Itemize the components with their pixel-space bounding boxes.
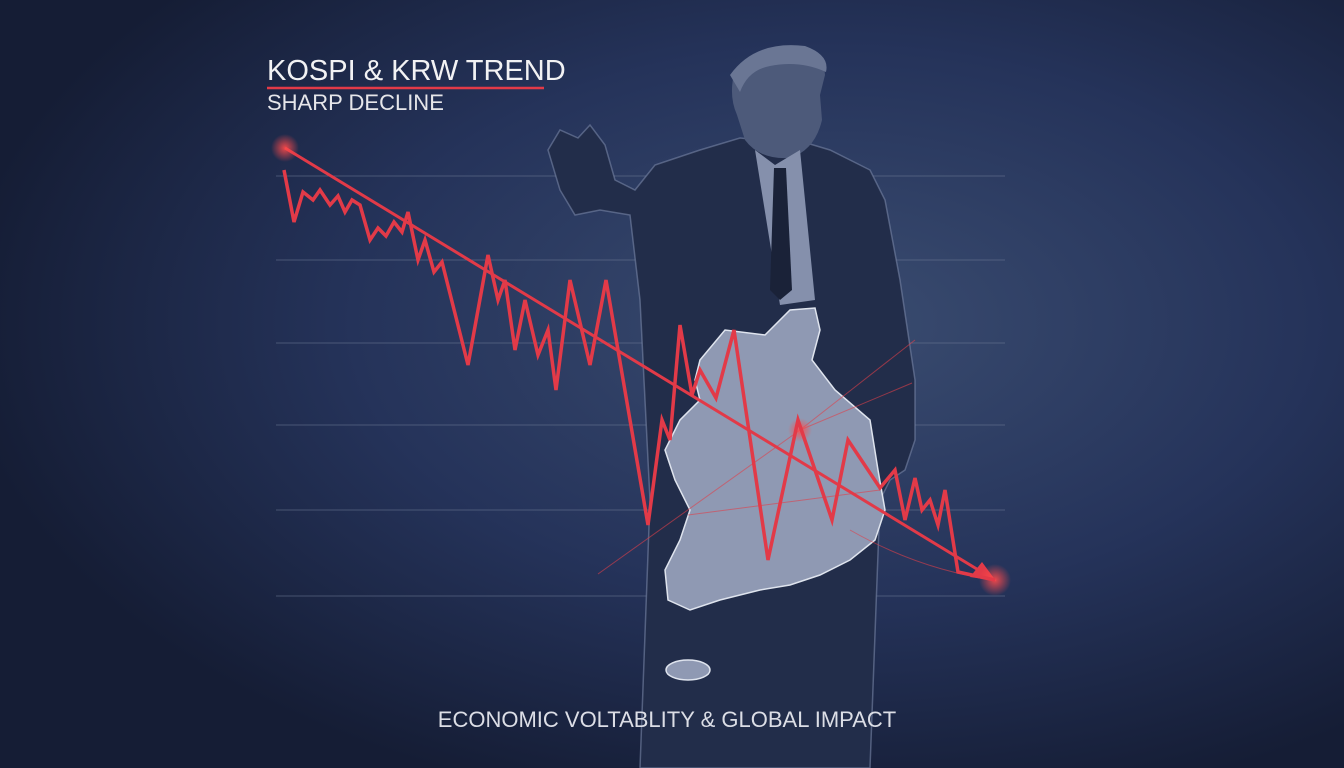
trend-line (284, 146, 986, 576)
decline-line (282, 169, 996, 582)
connector (597, 429, 801, 575)
head (731, 46, 825, 159)
caption: ECONOMIC VOLTABLITY & GLOBAL IMPACT (438, 707, 896, 732)
island (665, 659, 711, 681)
connector (799, 339, 916, 431)
glow (271, 134, 299, 162)
hair (730, 45, 827, 92)
title: KOSPI & KRW TREND (267, 55, 566, 87)
subtitle: SHARP DECLINE (267, 90, 444, 115)
tie (770, 168, 792, 300)
connector (799, 382, 913, 431)
connector (687, 489, 881, 516)
